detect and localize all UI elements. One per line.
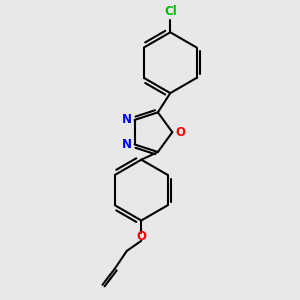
- Text: O: O: [175, 126, 185, 139]
- Text: N: N: [122, 138, 132, 151]
- Text: N: N: [122, 113, 132, 126]
- Text: O: O: [136, 230, 146, 243]
- Text: Cl: Cl: [164, 5, 177, 18]
